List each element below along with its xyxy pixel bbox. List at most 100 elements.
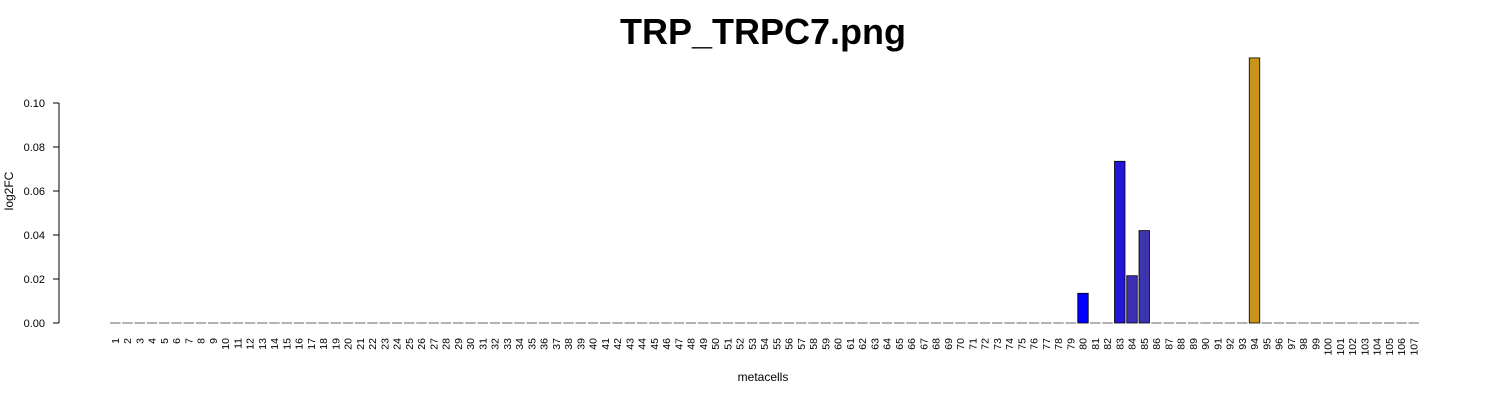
x-tick-label: 77 [1041, 338, 1053, 350]
x-tick-label: 8 [196, 338, 208, 344]
x-tick-label: 41 [600, 338, 612, 350]
x-tick-label: 101 [1335, 338, 1347, 356]
x-tick-label: 42 [612, 338, 624, 350]
x-tick-label: 99 [1310, 338, 1322, 350]
x-tick-label: 20 [343, 338, 355, 350]
x-tick-label: 65 [894, 338, 906, 350]
x-tick-label: 56 [784, 338, 796, 350]
x-tick-label: 7 [183, 338, 195, 344]
x-tick-label: 4 [147, 338, 159, 344]
x-tick-label: 34 [514, 338, 526, 350]
x-tick-labels: 1 2 3 4 5 6 7 8 9 10 11 12 13 14 15 16 17 18 19 20 21 22 23 24 2… [110, 338, 1421, 356]
x-tick-label: 64 [882, 338, 894, 350]
x-tick-label: 71 [967, 338, 979, 350]
x-tick-label: 96 [1274, 338, 1286, 350]
x-tick-label: 57 [796, 338, 808, 350]
y-axis-label: log2FC [2, 171, 16, 210]
x-tick-label: 91 [1212, 338, 1224, 350]
x-tick-label: 27 [428, 338, 440, 350]
y-tick-label: 0.10 [24, 98, 45, 110]
x-tick-label: 29 [453, 338, 465, 350]
x-tick-label: 14 [269, 338, 281, 350]
x-tick-label: 1 [110, 338, 122, 344]
x-tick-label: 76 [1029, 338, 1041, 350]
x-tick-label: 74 [1004, 338, 1016, 350]
x-tick-label: 87 [1163, 338, 1175, 350]
bar [1126, 275, 1138, 324]
x-tick-label: 5 [159, 338, 171, 344]
x-tick-label: 28 [441, 338, 453, 350]
x-tick-label: 24 [392, 338, 404, 350]
x-tick-label: 12 [245, 338, 257, 350]
x-tick-label: 49 [698, 338, 710, 350]
x-tick-label: 106 [1396, 338, 1408, 356]
x-tick-label: 82 [1102, 338, 1114, 350]
x-tick-label: 44 [637, 338, 649, 350]
x-tick-label: 19 [330, 338, 342, 350]
x-axis-label: metacells [738, 370, 789, 384]
x-tick-label: 69 [943, 338, 955, 350]
x-tick-label: 93 [1237, 338, 1249, 350]
x-tick-label: 97 [1286, 338, 1298, 350]
x-tick-label: 98 [1298, 338, 1310, 350]
x-tick-label: 45 [649, 338, 661, 350]
x-tick-label: 16 [294, 338, 306, 350]
x-tick-label: 94 [1249, 338, 1261, 350]
x-tick-label: 2 [122, 338, 134, 344]
x-tick-label: 58 [808, 338, 820, 350]
x-tick-label: 84 [1127, 338, 1139, 350]
x-tick-label: 23 [379, 338, 391, 350]
x-tick-label: 90 [1200, 338, 1212, 350]
chart-title: TRP_TRPC7.png [620, 11, 906, 52]
bars [110, 57, 1419, 324]
x-tick-label: 43 [624, 338, 636, 350]
x-tick-label: 63 [869, 338, 881, 350]
bar [1138, 230, 1150, 324]
x-tick-label: 85 [1139, 338, 1151, 350]
x-tick-label: 73 [992, 338, 1004, 350]
x-tick-label: 66 [906, 338, 918, 350]
x-tick-label: 36 [539, 338, 551, 350]
y-tick-label: 0.08 [24, 142, 45, 154]
x-tick-label: 21 [355, 338, 367, 350]
x-tick-label: 51 [722, 338, 734, 350]
x-tick-label: 60 [833, 338, 845, 350]
x-tick-label: 39 [575, 338, 587, 350]
x-tick-label: 3 [134, 338, 146, 344]
x-tick-label: 26 [416, 338, 428, 350]
x-tick-label: 11 [232, 338, 244, 349]
x-tick-label: 80 [1078, 338, 1090, 350]
x-tick-label: 105 [1384, 338, 1396, 356]
x-tick-label: 35 [526, 338, 538, 350]
x-tick-label: 61 [845, 338, 857, 350]
x-tick-label: 78 [1053, 338, 1065, 350]
x-tick-label: 59 [820, 338, 832, 350]
y-tick-label: 0.00 [24, 318, 45, 330]
x-tick-label: 75 [1016, 338, 1028, 350]
x-tick-label: 47 [673, 338, 685, 350]
x-tick-label: 79 [1065, 338, 1077, 350]
x-tick-label: 50 [710, 338, 722, 350]
x-tick-label: 104 [1372, 338, 1384, 356]
bar [1248, 57, 1261, 324]
y-axis: 0.00 0.02 0.04 0.06 0.08 0.10 [24, 98, 60, 330]
x-tick-label: 102 [1347, 338, 1359, 356]
x-tick-label: 62 [857, 338, 869, 350]
bar [1077, 292, 1089, 324]
y-tick-label: 0.02 [24, 274, 45, 286]
x-tick-label: 17 [306, 338, 318, 350]
x-tick-label: 46 [661, 338, 673, 350]
x-tick-label: 25 [404, 338, 416, 350]
x-tick-label: 68 [931, 338, 943, 350]
x-tick-label: 22 [367, 338, 379, 350]
x-tick-label: 92 [1225, 338, 1237, 350]
y-tick-label: 0.06 [24, 186, 45, 198]
y-tick-label: 0.04 [24, 230, 45, 242]
x-tick-label: 103 [1359, 338, 1371, 356]
x-tick-label: 100 [1323, 338, 1335, 356]
x-tick-label: 83 [1114, 338, 1126, 350]
x-tick-label: 32 [490, 338, 502, 350]
x-tick-label: 67 [918, 338, 930, 350]
x-tick-label: 55 [771, 338, 783, 350]
